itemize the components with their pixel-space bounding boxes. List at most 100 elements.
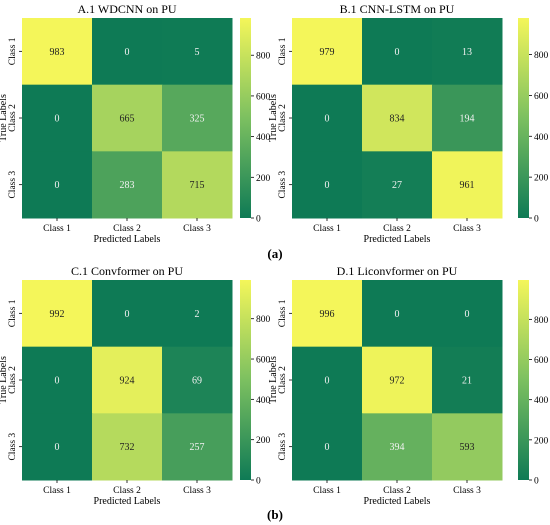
cell-value-label: 27 — [392, 180, 402, 191]
chart-title: A.1 WDCNN on PU — [77, 2, 176, 16]
cell-value-label: 0 — [325, 114, 330, 125]
heatmap-cell — [22, 151, 93, 219]
colorbar-tick-label: 800 — [534, 51, 549, 61]
y-tick-label: Class 2 — [8, 104, 18, 132]
colorbar-tick-label: 400 — [256, 396, 271, 406]
x-tick-label: Class 2 — [113, 224, 141, 234]
cell-value-label: 834 — [390, 114, 405, 125]
heatmap-cell — [292, 413, 363, 481]
heatmap-cell — [432, 280, 503, 348]
cell-value-label: 0 — [325, 442, 330, 453]
x-axis-label: Predicted Labels — [94, 234, 161, 245]
cell-value-label: 69 — [192, 376, 202, 387]
x-tick-label: Class 1 — [313, 224, 341, 234]
cell-value-label: 0 — [125, 47, 130, 58]
colorbar-tick-label: 0 — [534, 477, 539, 487]
heatmap-panel-2: B.1 CNN-LSTM on PU 979 0 13 0 834 194 0 27 961 Cla… — [268, 2, 549, 245]
heatmap-cell — [432, 151, 503, 219]
heatmap-cell — [22, 346, 93, 414]
y-tick-label: Class 1 — [8, 37, 18, 65]
colorbar-tick-label: 200 — [256, 174, 271, 184]
colorbar — [240, 280, 251, 480]
colorbar-tick-label: 0 — [256, 215, 261, 225]
colorbar — [240, 18, 251, 218]
x-tick-label: Class 3 — [453, 224, 481, 234]
heatmap-cell — [92, 413, 163, 481]
cell-value-label: 0 — [395, 309, 400, 320]
cell-value-label: 5 — [195, 47, 200, 58]
y-axis-label: True Labels — [0, 356, 9, 404]
cell-value-label: 0 — [55, 180, 60, 191]
cell-value-label: 257 — [190, 442, 205, 453]
cell-value-label: 996 — [320, 309, 335, 320]
cell-value-label: 983 — [50, 47, 65, 58]
heatmap-cell — [92, 18, 163, 86]
x-tick-label: Class 2 — [113, 486, 141, 496]
colorbar-tick-label: 400 — [534, 133, 549, 143]
y-tick-label: Class 3 — [278, 433, 288, 461]
cell-value-label: 283 — [120, 180, 135, 191]
heatmap-cell — [162, 280, 233, 348]
heatmap-cell — [292, 280, 363, 348]
cell-value-label: 924 — [120, 376, 135, 387]
heatmap-cell — [432, 346, 503, 414]
cell-value-label: 0 — [325, 376, 330, 387]
cell-value-label: 0 — [55, 376, 60, 387]
x-tick-label: Class 1 — [313, 486, 341, 496]
colorbar-tick-label: 400 — [256, 133, 271, 143]
y-axis-label: True Labels — [0, 94, 9, 142]
cell-value-label: 13 — [462, 47, 472, 58]
panel-label-b: (b) — [267, 507, 283, 522]
x-tick-label: Class 3 — [183, 486, 211, 496]
heatmap-cell — [92, 280, 163, 348]
x-axis-label: Predicted Labels — [364, 234, 431, 245]
cell-value-label: 0 — [395, 47, 400, 58]
y-axis-label: True Labels — [268, 356, 279, 404]
cell-value-label: 992 — [50, 309, 65, 320]
heatmap-cell — [162, 151, 233, 219]
heatmap-cell — [362, 346, 433, 414]
y-tick-label: Class 3 — [278, 171, 288, 199]
heatmap-cell — [162, 84, 233, 152]
cell-value-label: 732 — [120, 442, 135, 453]
y-tick-label: Class 2 — [8, 366, 18, 394]
cell-value-label: 715 — [190, 180, 205, 191]
colorbar-tick-label: 600 — [534, 356, 549, 366]
cell-value-label: 0 — [55, 442, 60, 453]
heatmap-cell — [22, 413, 93, 481]
x-tick-label: Class 3 — [453, 486, 481, 496]
colorbar-tick-label: 600 — [256, 356, 271, 366]
chart-title: B.1 CNN-LSTM on PU — [340, 2, 455, 16]
y-tick-label: Class 1 — [278, 37, 288, 65]
heatmap-cell — [362, 151, 433, 219]
heatmap-cell — [362, 18, 433, 86]
y-tick-label: Class 2 — [278, 366, 288, 394]
heatmap-cell — [432, 18, 503, 86]
cell-value-label: 961 — [460, 180, 475, 191]
heatmap-cell — [292, 151, 363, 219]
cell-value-label: 0 — [55, 114, 60, 125]
cell-value-label: 194 — [460, 114, 475, 125]
colorbar-tick-label: 0 — [256, 477, 261, 487]
cell-value-label: 0 — [325, 180, 330, 191]
colorbar-tick-label: 200 — [534, 174, 549, 184]
heatmap-cell — [432, 84, 503, 152]
heatmap-cell — [292, 18, 363, 86]
chart-title: D.1 Liconvformer on PU — [337, 264, 458, 278]
x-tick-label: Class 3 — [183, 224, 211, 234]
cell-value-label: 21 — [462, 376, 472, 387]
y-axis-label: True Labels — [268, 94, 279, 142]
cell-value-label: 325 — [190, 114, 205, 125]
heatmap-cell — [362, 84, 433, 152]
y-tick-label: Class 2 — [278, 104, 288, 132]
heatmap-cell — [362, 280, 433, 348]
y-tick-label: Class 1 — [8, 299, 18, 327]
heatmap-cell — [432, 413, 503, 481]
heatmap-cell — [92, 346, 163, 414]
heatmap-cell — [162, 18, 233, 86]
y-tick-label: Class 1 — [278, 299, 288, 327]
colorbar-tick-label: 200 — [534, 436, 549, 446]
heatmap-cell — [162, 346, 233, 414]
cell-value-label: 979 — [320, 47, 335, 58]
x-tick-label: Class 1 — [43, 224, 71, 234]
